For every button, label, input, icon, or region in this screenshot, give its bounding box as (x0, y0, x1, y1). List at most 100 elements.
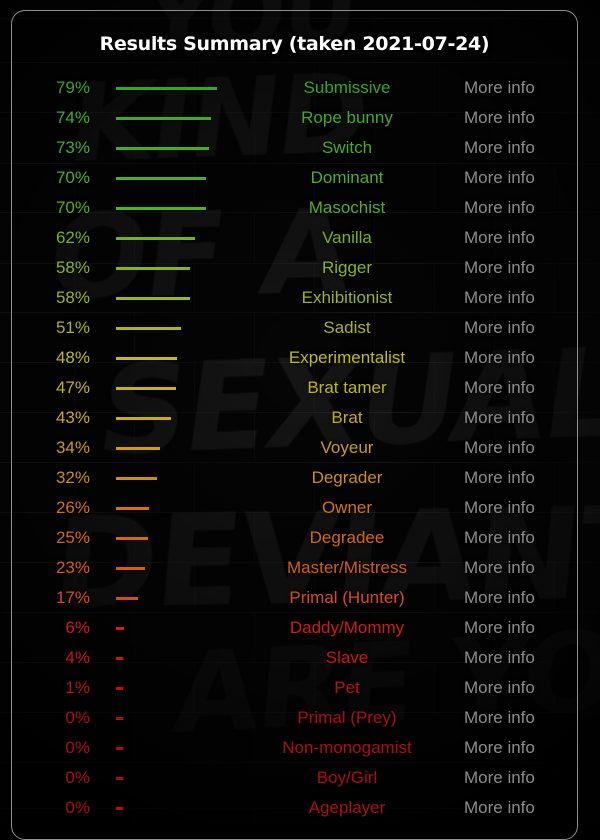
result-label: Primal (Hunter) (289, 588, 405, 607)
more-info-link[interactable]: More info (464, 768, 535, 787)
result-bar-track (93, 356, 241, 360)
more-info-link[interactable]: More info (464, 468, 535, 487)
more-info-link[interactable]: More info (464, 348, 535, 367)
result-row: 51% Sadist More info (12, 313, 577, 343)
result-label: Owner (321, 498, 373, 517)
result-bar-fill (116, 416, 172, 420)
result-bar-fill (116, 356, 178, 360)
more-info-link[interactable]: More info (464, 648, 535, 667)
result-row: 74% Rope bunny More info (12, 103, 577, 133)
result-bar-fill (116, 476, 157, 480)
result-bar-track (93, 176, 241, 180)
result-label: Experimentalist (288, 348, 406, 367)
result-label: Master/Mistress (287, 558, 407, 577)
result-label: Switch (321, 138, 373, 157)
result-bar-track (93, 626, 241, 630)
result-label: Non-monogamist (282, 738, 412, 757)
result-label: Masochist (308, 198, 386, 217)
result-percentage: 0% (65, 798, 90, 817)
result-bar-track (93, 86, 241, 90)
result-bar-fill (116, 386, 177, 390)
result-label: Primal (Prey) (297, 708, 397, 727)
result-bar-track (93, 566, 241, 570)
result-row: 48% Experimentalist More info (12, 343, 577, 373)
result-label: Voyeur (320, 438, 374, 457)
more-info-link[interactable]: More info (464, 318, 535, 337)
more-info-link[interactable]: More info (464, 108, 535, 127)
more-info-link[interactable]: More info (464, 258, 535, 277)
more-info-link[interactable]: More info (464, 408, 535, 427)
result-percentage: 51% (55, 318, 90, 337)
more-info-link[interactable]: More info (464, 228, 535, 247)
more-info-link[interactable]: More info (464, 618, 535, 637)
result-percentage: 1% (65, 678, 90, 697)
result-row: 0% Boy/Girl More info (12, 763, 577, 793)
result-row: 62% Vanilla More info (12, 223, 577, 253)
result-label: Degrader (311, 468, 383, 487)
result-label: Ageplayer (308, 798, 386, 817)
result-bar-track (93, 116, 241, 120)
more-info-link[interactable]: More info (464, 288, 535, 307)
more-info-link[interactable]: More info (464, 78, 535, 97)
more-info-link[interactable]: More info (464, 678, 535, 697)
result-bar-track (93, 746, 241, 750)
result-percentage: 6% (65, 618, 90, 637)
result-row: 0% Ageplayer More info (12, 793, 577, 823)
result-bar-track (93, 446, 241, 450)
result-bar-track (93, 506, 241, 510)
result-percentage: 74% (55, 108, 90, 127)
result-bar-track (93, 776, 241, 780)
result-bar-track (93, 656, 241, 660)
result-label: Submissive (303, 78, 391, 97)
result-row: 25% Degradee More info (12, 523, 577, 553)
result-label: Daddy/Mommy (289, 618, 405, 637)
result-bar-fill (116, 206, 206, 210)
result-bar-track (93, 596, 241, 600)
result-percentage: 4% (65, 648, 90, 667)
result-percentage: 26% (55, 498, 90, 517)
result-label: Exhibitionist (301, 288, 393, 307)
more-info-link[interactable]: More info (464, 588, 535, 607)
result-percentage: 0% (65, 708, 90, 727)
more-info-link[interactable]: More info (464, 558, 535, 577)
result-row: 58% Exhibitionist More info (12, 283, 577, 313)
result-bar-track (93, 236, 241, 240)
more-info-link[interactable]: More info (464, 378, 535, 397)
result-bar-fill (116, 806, 123, 810)
result-bar-fill (116, 86, 218, 90)
more-info-link[interactable]: More info (464, 708, 535, 727)
result-bar-fill (116, 506, 150, 510)
result-percentage: 23% (55, 558, 90, 577)
result-bar-fill (116, 776, 123, 780)
result-bar-fill (116, 176, 206, 180)
more-info-link[interactable]: More info (464, 168, 535, 187)
more-info-link[interactable]: More info (464, 198, 535, 217)
result-bar-fill (116, 596, 138, 600)
result-bar-track (93, 146, 241, 150)
result-row: 32% Degrader More info (12, 463, 577, 493)
result-row: 43% Brat More info (12, 403, 577, 433)
more-info-link[interactable]: More info (464, 798, 535, 817)
more-info-link[interactable]: More info (464, 528, 535, 547)
result-bar-fill (116, 536, 148, 540)
result-label: Brat (331, 408, 363, 427)
result-bar-track (93, 716, 241, 720)
more-info-link[interactable]: More info (464, 438, 535, 457)
more-info-link[interactable]: More info (464, 498, 535, 517)
results-table: 79% Submissive More info 74% Rope bunny More … (12, 73, 577, 823)
more-info-link[interactable]: More info (464, 738, 535, 757)
more-info-link[interactable]: More info (464, 138, 535, 157)
result-bar-fill (116, 566, 146, 570)
result-row: 0% Non-monogamist More info (12, 733, 577, 763)
result-bar-track (93, 266, 241, 270)
result-bar-track (93, 416, 241, 420)
page-title: Results Summary (taken 2021-07-24) (99, 33, 490, 55)
result-percentage: 0% (65, 768, 90, 787)
result-label: Boy/Girl (316, 768, 378, 787)
result-row: 70% Dominant More info (12, 163, 577, 193)
result-percentage: 17% (55, 588, 90, 607)
result-bar-fill (116, 146, 210, 150)
result-percentage: 58% (55, 258, 90, 277)
result-row: 70% Masochist More info (12, 193, 577, 223)
result-bar-fill (116, 326, 182, 330)
